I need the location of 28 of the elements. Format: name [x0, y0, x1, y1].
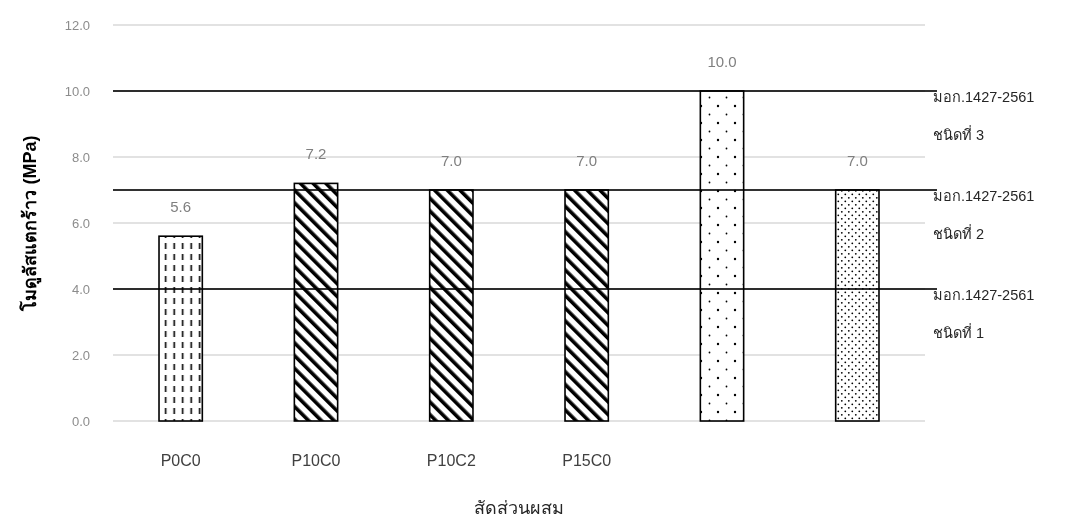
data-label: 7.2	[305, 145, 327, 163]
y-tick-label: 8.0	[71, 149, 90, 165]
x-tick-label: P10C0	[291, 452, 341, 469]
y-tick-label: 12.0	[64, 17, 90, 33]
bar	[428, 189, 474, 422]
x-tick-label: P0C0	[160, 452, 201, 469]
text: มอก.1427-2561 ชนิดที่ 2	[933, 188, 1035, 242]
text: มอก.1427-2561 ชนิดที่ 3	[933, 89, 1035, 143]
y-axis-title: โมดูลัสแตกร้าว (MPa)	[19, 135, 42, 312]
y-tick-label: 0.0	[71, 413, 90, 429]
bar	[158, 235, 204, 422]
data-label: 5.6	[170, 198, 192, 216]
bar	[699, 90, 745, 422]
bar	[293, 182, 339, 422]
y-tick-label: 10.0	[64, 83, 90, 99]
bar	[564, 189, 610, 422]
data-label: 7.0	[440, 152, 462, 169]
y-tick-label: 6.0	[71, 215, 90, 231]
data-label: 10.0	[707, 53, 737, 70]
text: มอก.1427-2561 ชนิดที่ 1	[933, 287, 1035, 341]
x-tick-label: P15C0	[562, 452, 612, 469]
data-label: 7.0	[846, 152, 868, 169]
y-tick-label: 2.0	[71, 347, 90, 363]
bar	[834, 189, 880, 422]
y-tick-label: 4.0	[71, 281, 90, 297]
x-tick-label: P10C2	[426, 452, 476, 469]
data-label: 7.0	[576, 152, 598, 169]
x-axis-title: สัดส่วนผสม	[474, 498, 564, 518]
